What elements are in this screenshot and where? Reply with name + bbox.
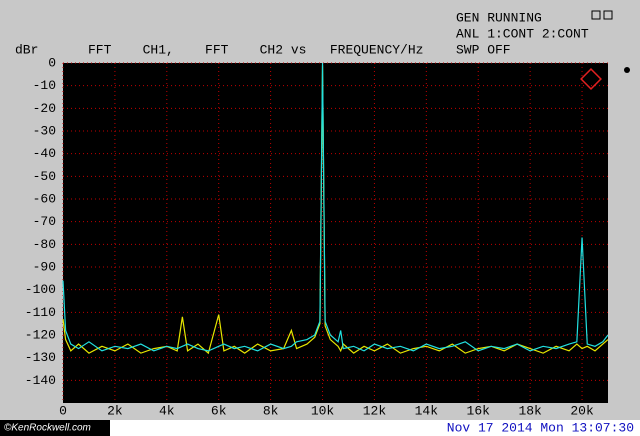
- x-tick-label: 2k: [107, 403, 123, 418]
- x-tick-label: 4k: [159, 403, 175, 418]
- y-tick-label: -90: [33, 259, 56, 274]
- trace: [62, 62, 609, 352]
- x-tick-label: 16k: [467, 403, 491, 418]
- y-tick-label: 0: [48, 55, 56, 70]
- footer: [0, 420, 640, 436]
- chart-title: FFT CH1, FFT CH2 vs FREQUENCY/Hz: [88, 42, 423, 57]
- timestamp: Nov 17 2014 Mon 13:07:30: [447, 420, 634, 435]
- y-tick-label: -130: [25, 350, 56, 365]
- y-tick-label: -110: [25, 305, 56, 320]
- y-tick-label: -40: [33, 146, 56, 161]
- logo: [580, 68, 602, 90]
- x-tick-label: 0: [59, 403, 67, 418]
- status-line: SWP OFF: [456, 42, 511, 57]
- footer-credit-bg: [0, 420, 110, 436]
- marker-dot: [624, 67, 630, 73]
- y-label: dBr: [15, 42, 38, 57]
- y-tick-label: -10: [33, 78, 56, 93]
- plot: [62, 62, 609, 403]
- y-tick-label: -20: [33, 101, 56, 116]
- x-tick-label: 20k: [570, 403, 594, 418]
- status-icon: [591, 10, 613, 20]
- y-tick-label: -80: [33, 237, 56, 252]
- status-line: GEN RUNNING: [456, 10, 542, 25]
- x-tick-label: 6k: [211, 403, 227, 418]
- y-tick-label: -60: [33, 191, 56, 206]
- y-tick-label: -30: [33, 123, 56, 138]
- x-tick-label: 10k: [311, 403, 335, 418]
- x-tick-label: 14k: [415, 403, 439, 418]
- x-tick-label: 12k: [363, 403, 387, 418]
- credit: ©KenRockwell.com: [4, 423, 91, 434]
- x-tick-label: 8k: [263, 403, 279, 418]
- y-tick-label: -120: [25, 327, 56, 342]
- y-tick-label: -140: [25, 373, 56, 388]
- y-tick-label: -100: [25, 282, 56, 297]
- plot-area: [63, 63, 608, 403]
- status-line: ANL 1:CONT 2:CONT: [456, 26, 589, 41]
- y-tick-label: -70: [33, 214, 56, 229]
- y-tick-label: -50: [33, 169, 56, 184]
- x-tick-label: 18k: [518, 403, 542, 418]
